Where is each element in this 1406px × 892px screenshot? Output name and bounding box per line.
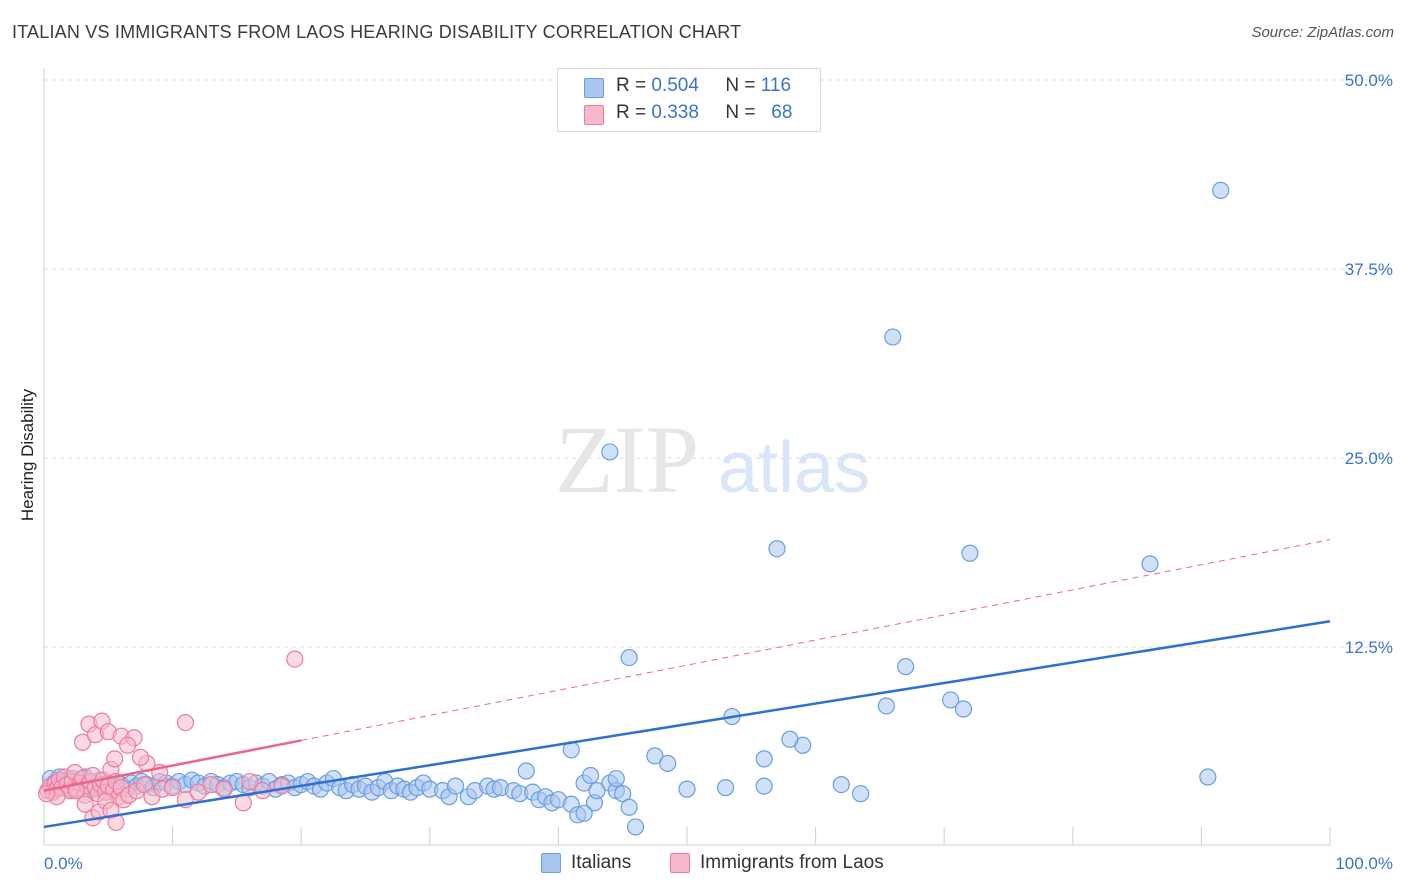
watermark-zip: ZIP [555,406,699,513]
laos-trend-line-dashed [301,539,1331,741]
laos-point-62 [176,713,195,732]
italians-point-124 [781,730,799,748]
italians-point-104 [678,780,696,798]
chart-title: ITALIAN VS IMMIGRANTS FROM LAOS HEARING … [12,22,742,42]
laos-point-30 [73,733,92,751]
italians-point-101 [517,762,535,780]
italians-point-111 [954,700,973,718]
x-tick-label-1: 100.0% [1335,854,1393,873]
laos-point-63 [118,736,137,754]
stats-legend: R = 0.504 N = 116 R = 0.338 N = 68 [557,68,821,132]
laos-trend-line-solid [43,739,302,792]
italians-point-108 [852,785,870,803]
italians-point-110 [942,691,960,709]
laos-point-65 [67,782,85,800]
y-tick-label-0: 12.5% [1345,638,1393,657]
n-value: 68 [771,102,793,123]
laos-point-64 [131,748,150,766]
y-tick-label-1: 25.0% [1345,449,1393,468]
r-value: 0.504 [651,75,699,96]
laos-point-52 [164,779,182,797]
laos-point-56 [215,780,233,798]
legend-stats-laos: R = 0.338 N = 68 [616,102,792,124]
italians-point-114 [1199,768,1217,786]
grid-lines [44,79,1395,648]
laos-point-60 [273,777,291,795]
y-tick-label-3: 50.0% [1345,71,1393,90]
italians-point-115 [1212,181,1230,199]
legend-swatch-laos [584,105,604,125]
italians-point-105 [755,777,773,795]
y-tick-label-2: 37.5% [1345,260,1393,279]
italians-point-76 [446,777,465,795]
italians-point-103 [659,754,677,773]
italians-point-113 [961,544,979,562]
laos-point-61 [286,650,304,668]
italians-point-98 [620,798,638,816]
italians-point-126 [575,804,593,822]
legend-swatch-italians [584,78,604,98]
italians-point-116 [1141,555,1159,573]
y-axis-label: Hearing Disability [18,388,37,522]
trend-lines [43,539,1331,829]
laos-point-35 [106,750,124,768]
r-label: R = [616,75,647,96]
n-label: N = [725,75,756,96]
laos-point-58 [241,772,259,791]
r-value: 0.338 [651,102,699,123]
italians-point-121 [768,540,786,558]
italians-point-120 [884,328,902,346]
laos-point-54 [189,783,207,801]
italians-point-112 [897,658,915,676]
laos-point-40 [76,795,94,813]
italians-point-119 [716,779,735,797]
italians-trend-line [43,620,1331,829]
italians-point-94 [588,782,606,800]
legend-stats-italians: R = 0.504 N = 116 [616,75,791,97]
italians-point-118 [601,443,619,461]
r-label: R = [616,102,647,123]
italians-point-117 [620,648,638,667]
n-value: 116 [760,75,792,96]
bottom-legend-label-laos: Immigrants from Laos [700,852,884,873]
tick-labels: 12.5% 25.0% 37.5% 50.0% 0.0% 100.0% [44,71,1393,873]
italians-point-109 [877,697,895,715]
italians-point-92 [581,766,600,785]
italians-point-122 [755,750,773,768]
x-tick-label-0: 0.0% [44,854,83,873]
laos-point-49 [135,775,153,794]
bottom-legend-swatch-laos [670,853,690,873]
watermark-atlas: atlas [718,428,870,508]
source-label: Source: ZipAtlas.com [1251,24,1394,41]
italians-point-107 [832,775,850,794]
watermark: ZIP atlas [555,406,870,513]
bottom-legend-label-italians: Italians [571,852,632,873]
italians-point-99 [626,818,645,836]
italians-point-125 [607,769,625,788]
axes [43,68,1331,846]
italians-point-102 [646,747,664,765]
bottom-legend-swatch-italians [541,853,561,873]
n-label: N = [725,102,756,123]
